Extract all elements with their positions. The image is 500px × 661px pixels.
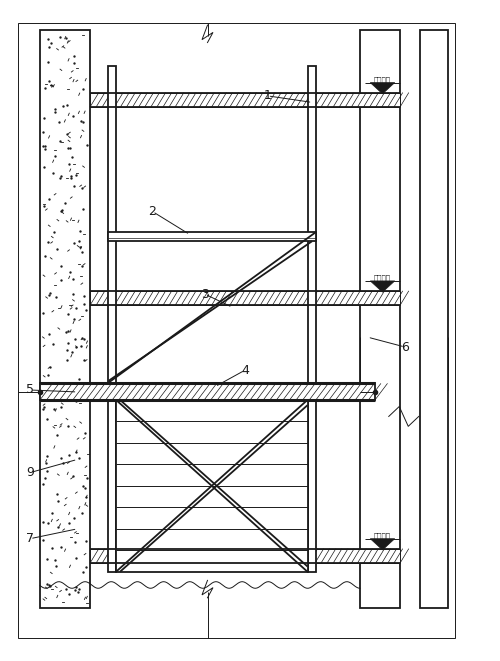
Text: 2: 2 <box>148 205 156 218</box>
Bar <box>360 30 400 608</box>
Bar <box>108 232 316 241</box>
Text: 4: 4 <box>241 364 249 377</box>
Bar <box>18 23 455 638</box>
Text: 1: 1 <box>264 89 272 102</box>
Text: 7: 7 <box>26 532 34 545</box>
Text: 6: 6 <box>401 340 409 354</box>
Bar <box>108 66 116 572</box>
Text: 5: 5 <box>26 383 34 397</box>
Text: 9: 9 <box>26 466 34 479</box>
Bar <box>116 400 308 572</box>
Text: 楼层标高: 楼层标高 <box>374 532 391 539</box>
Bar <box>420 30 448 608</box>
Bar <box>90 549 400 563</box>
Bar <box>90 93 400 107</box>
Bar <box>90 291 400 305</box>
Text: 楼层标高: 楼层标高 <box>374 76 391 83</box>
Text: 3: 3 <box>201 288 209 301</box>
Text: 楼层标高: 楼层标高 <box>374 274 391 281</box>
Polygon shape <box>370 83 395 94</box>
Polygon shape <box>370 539 395 550</box>
Bar <box>308 66 316 572</box>
Bar <box>40 383 375 400</box>
Bar <box>40 30 90 608</box>
Polygon shape <box>370 281 395 292</box>
